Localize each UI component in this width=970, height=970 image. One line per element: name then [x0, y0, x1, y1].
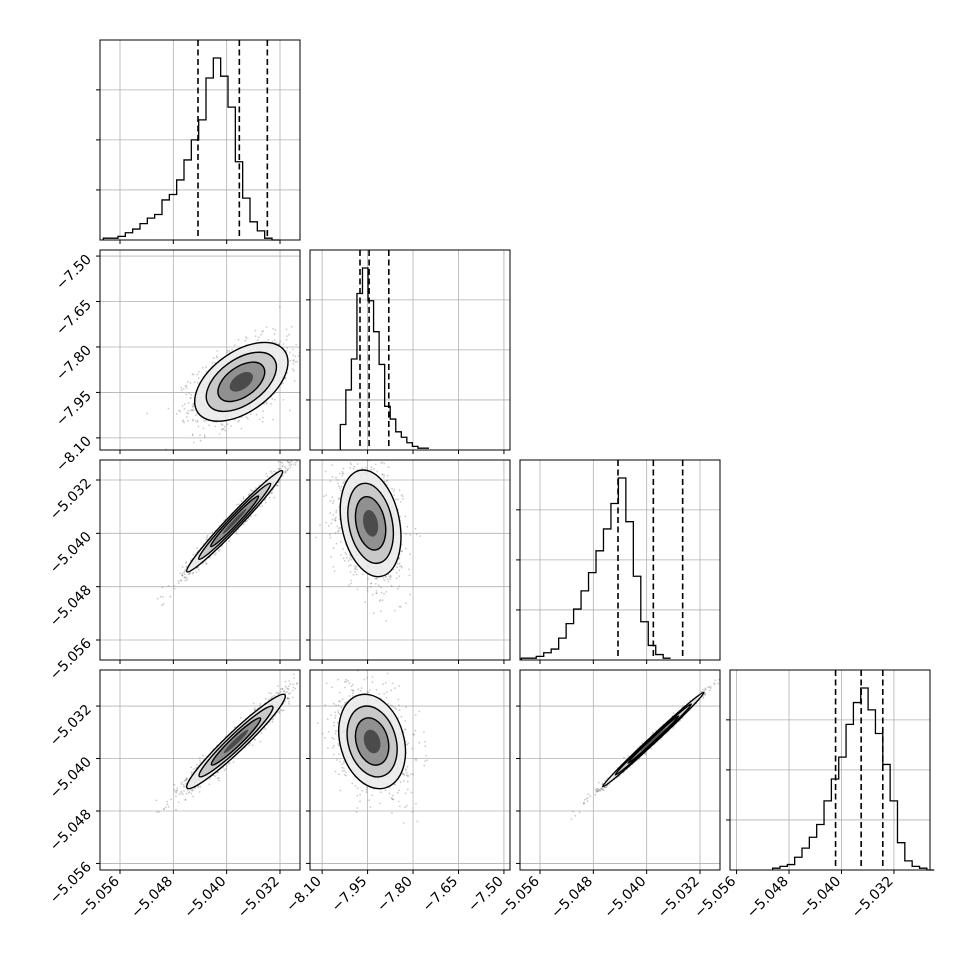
x-tick-label: −5.040 — [602, 874, 650, 922]
scatter-area — [316, 670, 428, 824]
contour-line-1 — [185, 469, 284, 573]
contour-line-3 — [354, 717, 390, 766]
x-tick-label: −7.95 — [329, 874, 371, 916]
scatter-frame — [519, 669, 721, 871]
scatter-panel-r4-c2: −8.10 −7.95 −7.80 −7.65 −7.50 — [283, 669, 511, 916]
contour-line-3 — [209, 495, 260, 548]
scatter-panel-r3-c1: −5.032 −5.040 −5.048 −5.056 — [47, 459, 301, 683]
contour-line-1 — [601, 691, 705, 788]
x-tick-label: −5.032 — [849, 874, 897, 922]
contour-line-2 — [614, 703, 693, 776]
scatter-panel-r4-c1: −5.056 −5.048 −5.040 −5.032−5.032−5.040−5.0… — [47, 669, 301, 922]
density-fill-4 — [222, 508, 247, 534]
scatter-frame — [99, 669, 301, 871]
y-tick-label: −7.65 — [53, 297, 95, 339]
y-tick-label: −5.048 — [47, 582, 95, 630]
contour-line-2 — [198, 705, 274, 778]
y-tick-label: −5.048 — [47, 806, 95, 854]
histogram-steps — [520, 477, 671, 660]
histogram-frame — [729, 669, 931, 871]
contour-line-2 — [347, 482, 395, 565]
histogram-frame — [99, 39, 301, 241]
density-fill-4 — [363, 509, 379, 537]
x-tick-label: −5.032 — [235, 874, 283, 922]
contour-line-1 — [193, 341, 289, 422]
histogram-panel-1 — [96, 39, 301, 244]
contour-line-2 — [346, 705, 398, 778]
scatter-area — [146, 306, 300, 450]
histogram-panel-4: −5.056 −5.048 −5.040 −5.032 — [691, 669, 935, 922]
scatter-panel-r4-c3: −5.056 −5.048 −5.040 −5.032 — [495, 669, 721, 922]
scatter-panel-r3-c2 — [306, 459, 511, 664]
x-tick-label: −8.10 — [283, 874, 325, 916]
x-tick-label: −7.80 — [374, 874, 416, 916]
density-fill-4 — [640, 727, 666, 752]
contour-line-2 — [197, 482, 272, 561]
scatter-area — [155, 673, 299, 813]
x-tick-label: −5.048 — [548, 874, 596, 922]
x-tick-label: −5.048 — [128, 874, 176, 922]
histogram-frame — [309, 249, 511, 451]
histogram-steps — [102, 57, 280, 241]
contour-line-3 — [354, 495, 387, 551]
scatter-area — [315, 460, 421, 622]
contour-line-3 — [210, 717, 262, 766]
scatter-panel-r2-c1: −7.50−7.65−7.80−7.95−8.10 — [53, 249, 301, 475]
y-tick-label: −7.95 — [53, 388, 95, 430]
scatter-frame — [309, 459, 511, 661]
x-tick-label: −5.040 — [182, 874, 230, 922]
density-fill-4 — [363, 729, 381, 754]
histogram-panel-2 — [306, 249, 511, 454]
y-tick-label: −5.032 — [47, 702, 95, 750]
density-fill-4 — [223, 729, 249, 754]
contour-line-2 — [205, 351, 278, 413]
y-tick-label: −5.056 — [47, 635, 95, 683]
histogram-panel-3 — [516, 459, 721, 664]
contour-line-1 — [338, 693, 407, 790]
contour-line-3 — [217, 361, 266, 403]
scatter-area — [156, 460, 298, 607]
histogram-steps — [771, 687, 935, 871]
x-tick-label: −7.65 — [420, 874, 462, 916]
scatter-frame — [309, 669, 511, 871]
y-tick-label: −5.040 — [47, 529, 95, 577]
scatter-frame — [99, 249, 301, 451]
y-tick-label: −7.80 — [53, 342, 95, 384]
contour-line-1 — [185, 693, 287, 790]
y-tick-label: −5.040 — [47, 754, 95, 802]
contour-line-3 — [627, 715, 680, 764]
scatter-frame — [99, 459, 301, 661]
y-tick-label: −8.10 — [53, 433, 95, 475]
y-tick-label: −7.50 — [53, 252, 95, 294]
y-tick-label: −5.032 — [47, 476, 95, 524]
histogram-frame — [519, 459, 721, 661]
x-tick-label: −5.048 — [744, 874, 792, 922]
scatter-area — [570, 678, 720, 820]
x-tick-label: −5.040 — [796, 874, 844, 922]
histogram-steps — [339, 267, 430, 450]
contour-line-1 — [339, 469, 402, 578]
